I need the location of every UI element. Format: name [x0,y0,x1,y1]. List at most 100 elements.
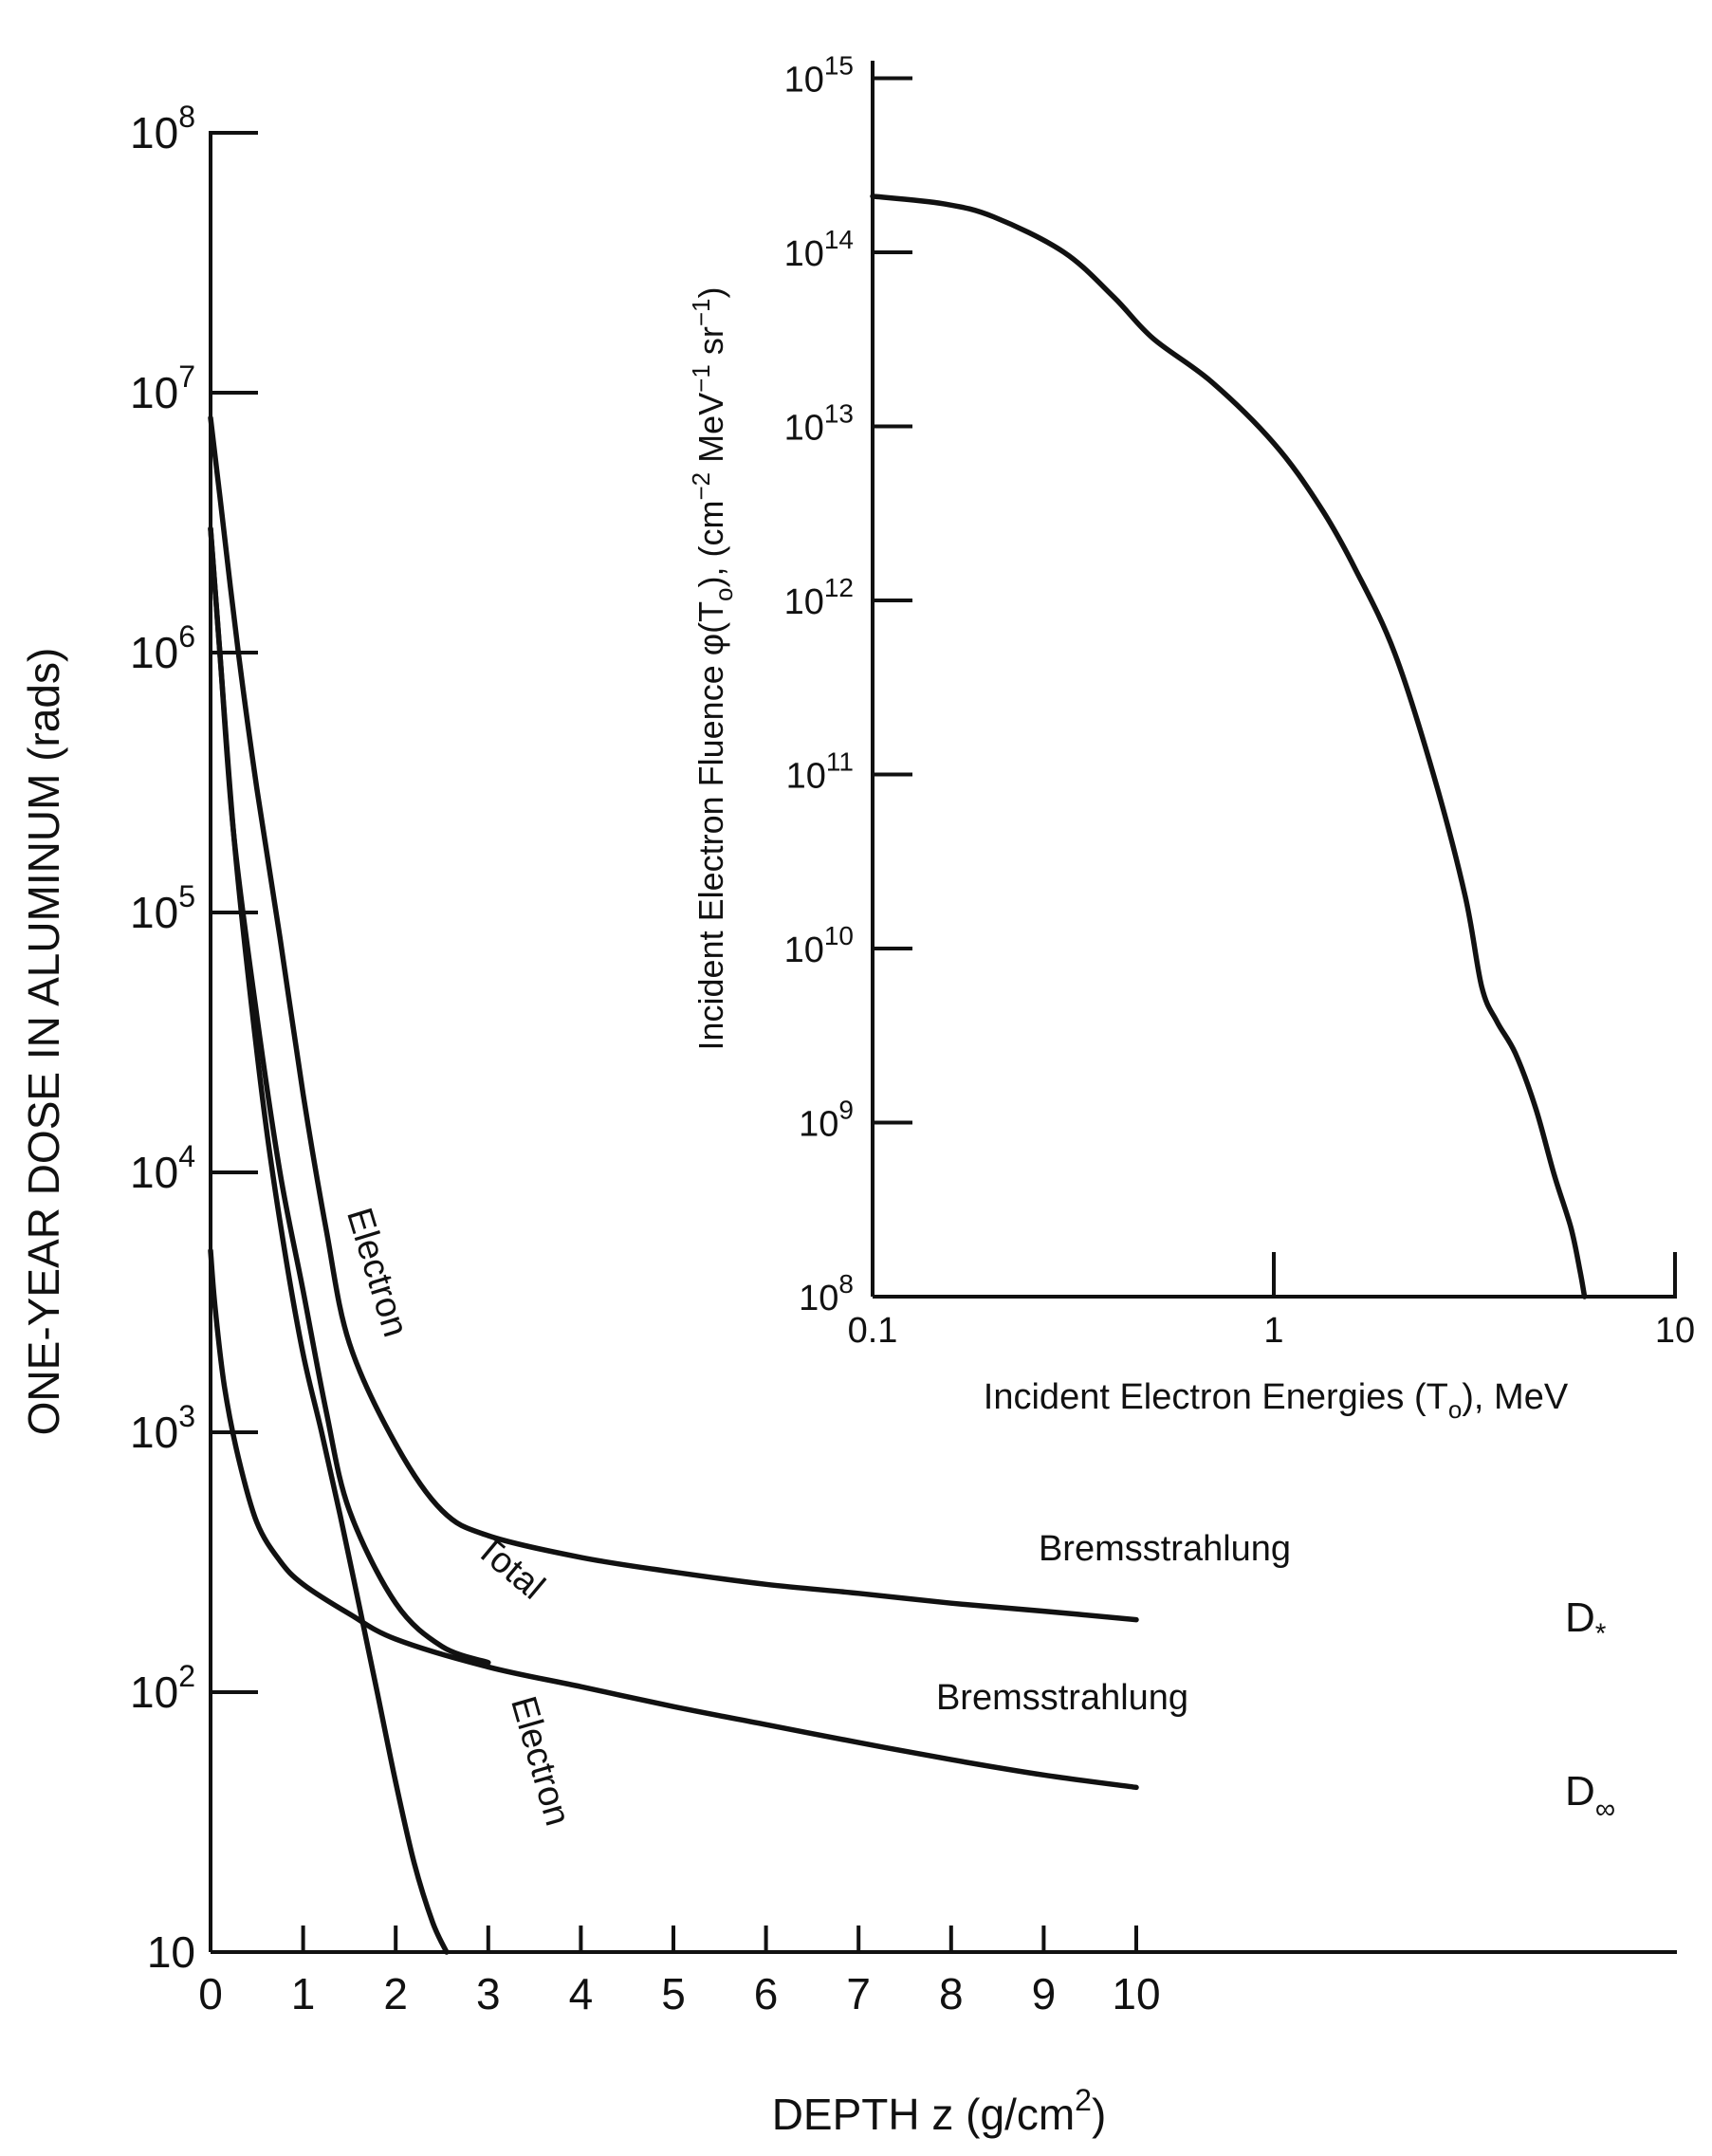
main-y-tick-label: 106 [130,619,195,677]
label-d-star-letter: D [1565,1594,1595,1641]
main-x-axis-title: DEPTH z (g/cm2) [772,2083,1107,2139]
main-x-axis-title-end: ) [1092,2090,1106,2139]
main-y-tick-label: 105 [130,879,195,937]
inset-y-tick-exp: 12 [824,573,854,602]
main-curve-total [208,525,491,1666]
main-x-tick-label: 2 [383,1969,408,2018]
main-x-tick-label: 3 [476,1969,501,2018]
main-y-tick-base: 10 [130,368,178,417]
inset-x-title-sub: o [1448,1395,1462,1424]
inset-y-title-sup3: −1 [687,299,715,327]
main-curve-d-star [208,415,1139,1623]
label-d-inf: D∞ [1565,1768,1615,1825]
inset-x-tick-label: 0.1 [848,1311,898,1351]
inset-y-axis-title: Incident Electron Fluence φ(To), (cm−2 M… [687,287,738,1051]
inset-y-tick-label: 109 [799,1096,854,1145]
main-y-tick-base: 10 [130,1148,178,1197]
inset-y-tick-label: 1014 [784,225,854,274]
main-x-tick-label: 10 [1112,1969,1160,2018]
inset-y-title-sup2: −1 [687,364,715,393]
inset-y-tick-exp: 10 [824,921,854,950]
main-y-tick-exp: 6 [178,619,195,654]
inset-y-tick-base: 10 [784,61,824,101]
main-y-tick-label: 10 [147,1927,195,1977]
main-y-tick-label: 103 [130,1399,195,1457]
main-x-tick-label: 1 [291,1969,316,2018]
main-x-tick-label: 6 [754,1969,779,2018]
main-x-tick-label: 4 [569,1969,594,2018]
label-bremsstrahlung-upper: Bremsstrahlung [1039,1529,1291,1569]
inset-x-title-end: ), MeV [1462,1377,1569,1417]
main-y-tick-exp: 2 [178,1659,195,1693]
inset-y-tick-base: 10 [799,1105,838,1145]
main-curves [208,415,1139,1955]
inset-y-title-sub: o [709,587,738,600]
inset-y-tick-base: 10 [784,931,824,970]
inset-y-title-mid3: sr [691,326,730,364]
inset-y-tick-label: 108 [799,1269,854,1318]
main-x-tick-label: 0 [198,1969,223,2018]
main-curve-d-inf [208,1247,1139,1791]
inset-y-tick-exp: 13 [824,399,854,429]
main-y-tick-exp: 3 [178,1399,195,1433]
inset-y-tick-label: 1010 [784,921,854,970]
inset-x-axis-title: Incident Electron Energies (To), MeV [984,1377,1569,1424]
inset-curves [870,193,1588,1299]
inset-y-tick-label: 1013 [784,399,854,449]
label-d-star-mark: * [1595,1618,1607,1649]
label-d-inf-letter: D [1565,1768,1595,1815]
main-y-tick-label: 102 [130,1659,195,1717]
inset-y-tick-exp: 11 [826,747,854,777]
inset-y-tick-base: 10 [784,582,824,622]
main-x-tick-label: 7 [846,1969,871,2018]
main-y-tick-base: 10 [130,1408,178,1457]
inset-x-title-text: Incident Electron Energies (T [984,1377,1448,1417]
main-x-ticks: 0 1 2 3 4 5 6 7 8 9 10 [198,1926,1161,2018]
main-x-tick-label: 9 [1032,1969,1057,2018]
inset-y-title-end: ) [691,287,730,299]
inset-x-tick-label: 1 [1263,1311,1283,1351]
inset-y-tick-base: 10 [799,1279,838,1318]
inset-y-tick-exp: 8 [838,1269,854,1299]
inset-y-tick-base: 10 [784,234,824,274]
inset-y-tick-exp: 14 [824,225,854,254]
label-d-inf-sub: ∞ [1595,1794,1615,1825]
inset-y-tick-label: 1015 [784,51,854,101]
main-x-tick-label: 8 [939,1969,964,2018]
main-y-tick-exp: 5 [178,879,195,913]
inset-y-tick-exp: 9 [838,1096,854,1125]
inset-y-tick-exp: 15 [824,51,854,81]
main-y-tick-base: 10 [130,1668,178,1717]
inset-x-ticks: 0.1 1 10 [848,1252,1695,1351]
main-x-axis-title-sup: 2 [1075,2083,1092,2117]
label-d-star: D* [1565,1594,1607,1649]
label-bremsstrahlung-lower: Bremsstrahlung [936,1678,1188,1718]
main-y-tick-base: 10 [147,1927,195,1977]
main-y-tick-label: 104 [130,1139,195,1197]
inset-y-title-mid: ), (cm [691,501,730,588]
main-y-tick-base: 10 [130,888,178,937]
inset-y-title-sup1: −2 [687,472,715,501]
inset-fluence-curve [870,193,1588,1299]
inset-y-tick-base: 10 [784,409,824,449]
main-y-axis-title: ONE-YEAR DOSE IN ALUMINUM (rads) [19,648,68,1436]
inset-y-title-mid2: MeV [691,393,730,472]
main-y-tick-base: 10 [130,628,178,677]
main-y-tick-base: 10 [130,108,178,157]
main-y-tick-exp: 4 [178,1139,195,1173]
inset-x-tick-label: 10 [1655,1311,1695,1351]
inset-y-title-text: Incident Electron Fluence φ(T [691,601,730,1051]
inset-y-tick-label: 1012 [784,573,854,622]
main-y-tick-label: 107 [130,359,195,417]
main-y-tick-exp: 7 [178,359,195,394]
main-y-tick-exp: 8 [178,100,195,134]
main-y-tick-label: 108 [130,100,195,157]
main-x-axis-title-text: DEPTH z (g/cm [772,2090,1075,2139]
main-x-tick-label: 5 [661,1969,686,2018]
inset-y-tick-base: 10 [786,757,826,797]
